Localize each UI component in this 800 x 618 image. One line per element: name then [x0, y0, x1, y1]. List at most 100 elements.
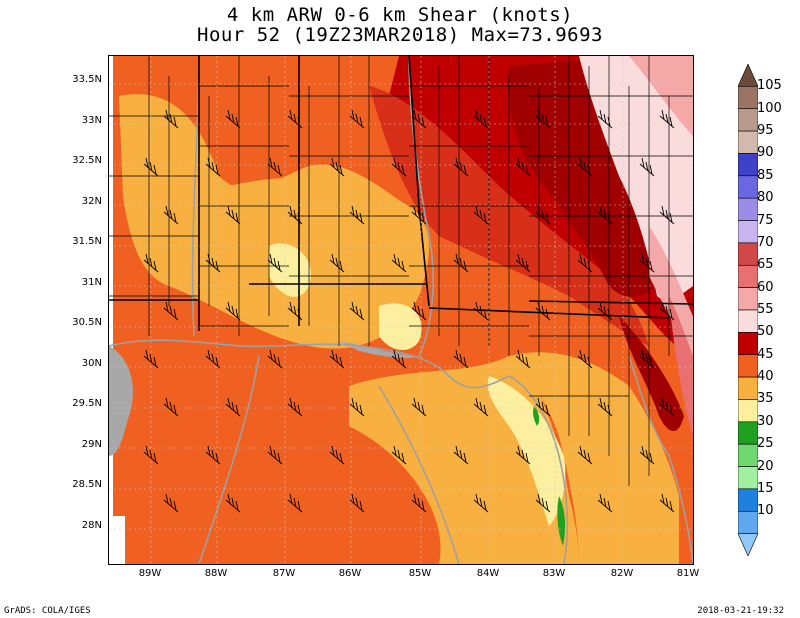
map-subtitle: Hour 52 (19Z23MAR2018) Max=73.9693 — [197, 24, 603, 46]
longitude-label: 88W — [204, 568, 228, 579]
latitude-label: 32.5N — [72, 155, 102, 166]
wind-barb — [143, 253, 159, 273]
colorbar-segment — [738, 443, 758, 467]
wind-barb — [205, 445, 221, 465]
wind-barb — [473, 205, 489, 225]
wind-barb — [659, 397, 675, 417]
latitude-label: 31.5N — [72, 236, 102, 247]
wind-barb — [163, 205, 179, 225]
wind-barb — [143, 349, 159, 369]
colorbar-segment — [738, 533, 758, 556]
wind-barb — [349, 205, 365, 225]
colorbar-level-label: 35 — [757, 391, 774, 407]
colorbar — [738, 64, 758, 556]
colorbar-level-label: 40 — [757, 369, 774, 385]
wind-barb — [143, 157, 159, 177]
colorbar-segment — [738, 332, 758, 356]
colorbar-segment — [738, 488, 758, 512]
wind-barb — [597, 109, 613, 129]
colorbar-level-label: 85 — [757, 167, 774, 183]
map-title: 4 km ARW 0-6 km Shear (knots) — [226, 4, 574, 26]
longitude-label: 85W — [408, 568, 432, 579]
wind-barb — [473, 301, 489, 321]
colorbar-segment — [738, 153, 758, 177]
colorbar-level-label: 70 — [757, 234, 774, 250]
colorbar-level-label: 10 — [757, 503, 774, 519]
wind-barb — [577, 445, 593, 465]
wind-barb — [597, 301, 613, 321]
colorbar-segment — [738, 108, 758, 132]
longitude-label: 83W — [542, 568, 566, 579]
footer-timestamp: 2018-03-21-19:32 — [697, 606, 784, 616]
colorbar-level-label: 60 — [757, 279, 774, 295]
wind-barb — [349, 397, 365, 417]
wind-barb — [515, 253, 531, 273]
wind-barb — [659, 301, 675, 321]
wind-barb — [453, 253, 469, 273]
latitude-label: 28N — [81, 520, 102, 531]
wind-barb — [411, 493, 427, 513]
wind-barb — [473, 109, 489, 129]
latitude-label: 31N — [81, 277, 102, 288]
latitude-label: 30N — [81, 358, 102, 369]
colorbar-level-label: 25 — [757, 436, 774, 452]
wind-barb — [267, 253, 283, 273]
wind-barb — [287, 493, 303, 513]
wind-barb — [515, 157, 531, 177]
colorbar-level-label: 30 — [757, 413, 774, 429]
latitude-label: 30.5N — [72, 317, 102, 328]
wind-barb — [577, 253, 593, 273]
wind-barb — [453, 445, 469, 465]
wind-barb — [411, 205, 427, 225]
colorbar-level-label: 80 — [757, 190, 774, 206]
wind-barb — [225, 493, 241, 513]
footer-credit: GrADS: COLA/IGES — [4, 606, 91, 616]
wind-barb — [391, 445, 407, 465]
colorbar-level-label: 90 — [757, 145, 774, 161]
colorbar-segment — [738, 510, 758, 534]
wind-barb — [349, 109, 365, 129]
wind-barb — [329, 349, 345, 369]
wind-barb — [205, 349, 221, 369]
latitude-label: 29.5N — [72, 398, 102, 409]
wind-barb — [535, 301, 551, 321]
wind-barb — [535, 205, 551, 225]
wind-barb — [163, 109, 179, 129]
wind-barb — [473, 493, 489, 513]
wind-barb — [597, 493, 613, 513]
wind-barb — [287, 301, 303, 321]
wind-barb — [225, 397, 241, 417]
wind-barb — [453, 349, 469, 369]
colorbar-level-label: 50 — [757, 324, 774, 340]
colorbar-segment — [738, 175, 758, 199]
colorbar-segment — [738, 264, 758, 288]
colorbar-segment — [738, 309, 758, 333]
wind-barb — [659, 109, 675, 129]
colorbar-level-label: 15 — [757, 480, 774, 496]
colorbar-segment — [738, 287, 758, 311]
colorbar-segment — [738, 64, 758, 87]
wind-barb — [287, 109, 303, 129]
longitude-label: 81W — [676, 568, 700, 579]
wind-barb — [411, 301, 427, 321]
colorbar-segment — [738, 220, 758, 244]
wind-barb — [453, 157, 469, 177]
wind-barb — [639, 253, 655, 273]
map-canvas — [109, 56, 693, 564]
wind-barb — [473, 397, 489, 417]
wind-barb — [659, 205, 675, 225]
wind-barb — [329, 157, 345, 177]
wind-barb — [411, 109, 427, 129]
wind-barb — [577, 349, 593, 369]
wind-barb — [391, 157, 407, 177]
colorbar-segment — [738, 399, 758, 423]
colorbar-segment — [738, 466, 758, 490]
colorbar-segment — [738, 130, 758, 154]
wind-barb — [329, 445, 345, 465]
wind-barb — [535, 109, 551, 129]
wind-barb — [659, 493, 675, 513]
latitude-label: 29N — [81, 439, 102, 450]
wind-barb — [535, 397, 551, 417]
latitude-label: 33N — [81, 115, 102, 126]
wind-barb — [163, 493, 179, 513]
